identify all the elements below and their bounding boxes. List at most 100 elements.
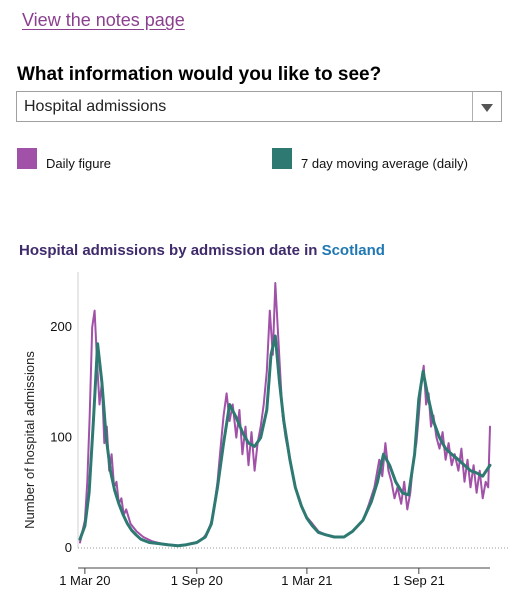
data-point <box>135 534 137 536</box>
data-point <box>238 409 240 411</box>
data-point <box>381 475 383 477</box>
x-tick-label: 1 Mar 21 <box>281 573 332 588</box>
data-point <box>216 486 219 488</box>
data-point <box>266 409 268 411</box>
data-point <box>482 497 484 499</box>
data-point <box>460 448 462 450</box>
data-point <box>387 470 389 472</box>
data-point <box>79 538 81 540</box>
hospital-admissions-chart: 0 100 200 1 Mar 20 1 Sep 20 1 Mar 21 1 Sep 21 N… <box>22 272 510 588</box>
data-point <box>393 497 396 499</box>
data-point <box>333 536 335 538</box>
data-point <box>473 464 475 466</box>
data-point <box>247 442 250 444</box>
data-point <box>442 431 444 433</box>
data-point <box>278 381 281 383</box>
series-daily-figure <box>79 282 491 547</box>
data-point <box>101 381 103 383</box>
data-point <box>384 442 386 444</box>
data-point <box>382 453 385 455</box>
series-moving-average <box>78 334 492 548</box>
data-point <box>109 470 111 472</box>
data-point <box>317 531 320 534</box>
y-tick-label: 100 <box>50 430 72 445</box>
data-point <box>114 490 116 492</box>
data-point <box>451 464 453 466</box>
data-point <box>229 420 231 422</box>
data-point <box>235 417 237 419</box>
data-point <box>457 470 459 472</box>
data-point <box>115 481 118 483</box>
data-point <box>406 508 408 510</box>
data-point <box>223 442 225 444</box>
data-point <box>448 442 450 444</box>
legend-label-moving-average: 7 day moving average (daily) <box>301 156 468 171</box>
data-point <box>88 492 90 494</box>
data-point <box>92 420 94 422</box>
series-line <box>78 334 492 548</box>
data-point <box>469 486 472 488</box>
data-point <box>376 481 379 483</box>
data-point <box>430 426 432 428</box>
data-point <box>422 370 424 372</box>
data-point <box>476 492 478 494</box>
data-point <box>266 370 268 372</box>
y-axis-title: Number of hospital admissions <box>22 351 37 529</box>
data-point <box>98 403 101 406</box>
data-point <box>306 517 308 519</box>
data-point <box>418 398 420 400</box>
legend-swatch-daily <box>17 148 37 169</box>
data-point <box>177 545 179 547</box>
data-point <box>269 310 271 312</box>
data-point <box>136 530 138 532</box>
data-point <box>463 464 466 466</box>
information-select-value: Hospital admissions <box>24 98 167 115</box>
data-point <box>277 326 279 328</box>
data-point <box>86 481 88 483</box>
chart-title-region[interactable]: Scotland <box>321 242 385 259</box>
y-tick-label: 0 <box>65 540 72 555</box>
data-point <box>232 403 234 406</box>
data-point <box>401 492 403 494</box>
data-point <box>118 503 120 505</box>
data-point <box>229 403 231 406</box>
data-point <box>84 525 86 527</box>
data-point <box>370 501 372 503</box>
selector-question: What information would you like to see? <box>17 64 382 85</box>
x-tick-label: 1 Sep 20 <box>171 573 223 588</box>
data-point <box>432 420 434 422</box>
data-point <box>476 472 478 474</box>
information-select[interactable]: Hospital admissions <box>16 91 502 122</box>
data-point <box>414 453 416 455</box>
data-point <box>466 459 469 461</box>
data-point <box>274 282 276 284</box>
chart-axes <box>77 272 510 574</box>
data-point <box>89 414 91 417</box>
data-point <box>91 326 93 328</box>
data-point <box>274 335 276 337</box>
data-point <box>219 448 222 450</box>
data-point <box>226 392 228 394</box>
data-point <box>445 448 447 450</box>
data-point <box>351 530 354 532</box>
legend-label-daily: Daily figure <box>46 156 112 171</box>
data-point <box>244 426 247 428</box>
chevron-down-icon[interactable] <box>481 104 493 112</box>
data-point <box>457 459 459 461</box>
data-point <box>129 523 132 525</box>
data-point <box>482 475 484 477</box>
data-point <box>97 343 99 345</box>
data-point <box>325 534 327 536</box>
data-point <box>378 459 380 461</box>
data-point <box>423 365 425 367</box>
data-point <box>485 481 487 483</box>
view-notes-link[interactable]: View the notes page <box>22 10 185 30</box>
y-tick-label: 200 <box>50 319 72 334</box>
data-point <box>120 497 122 499</box>
data-point <box>131 529 133 531</box>
data-point <box>263 403 265 406</box>
chart-title-prefix: Hospital admissions by admission date in <box>19 242 322 259</box>
data-point <box>438 437 441 439</box>
data-point <box>185 544 188 546</box>
data-point <box>438 448 441 450</box>
